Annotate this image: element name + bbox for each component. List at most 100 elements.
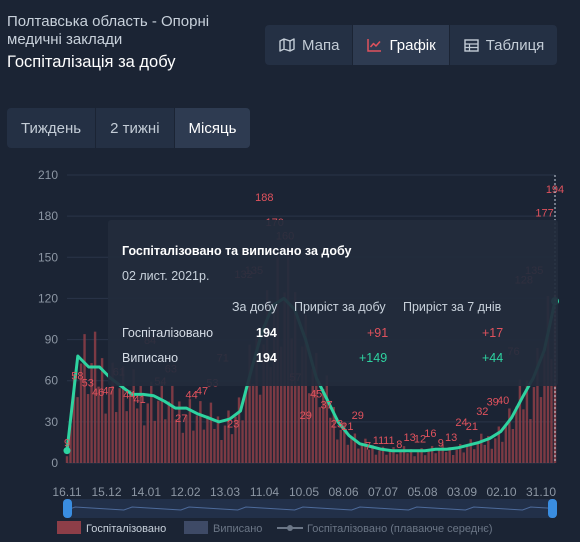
tooltip-row-growth-day: +91 xyxy=(367,326,389,340)
bar-hospitalized xyxy=(343,422,346,463)
bar-hospitalized xyxy=(86,394,90,463)
bar-hospitalized xyxy=(525,380,529,463)
period-two-weeks-button[interactable]: 2 тижні xyxy=(96,108,175,148)
data-label: 188 xyxy=(255,192,273,204)
bar-hospitalized xyxy=(136,408,139,463)
bar-hospitalized xyxy=(325,375,328,463)
bar-hospitalized xyxy=(501,441,504,463)
tooltip-header-growth-day: Приріст за добу xyxy=(294,300,386,314)
bar-hospitalized xyxy=(364,438,367,463)
bar-hospitalized xyxy=(111,362,114,463)
range-handle-left[interactable] xyxy=(63,499,72,518)
tab-table-label: Таблиця xyxy=(485,36,545,54)
bar-hospitalized xyxy=(350,438,353,463)
data-label: 44 xyxy=(123,390,135,402)
data-label: 41 xyxy=(134,394,146,406)
bar-hospitalized xyxy=(423,455,427,463)
legend-label[interactable]: Виписано xyxy=(213,523,262,535)
legend-label[interactable]: Госпіталізовано xyxy=(86,523,166,535)
bar-hospitalized xyxy=(262,344,265,463)
data-label: 21 xyxy=(466,421,478,433)
data-label: 29 xyxy=(300,410,312,422)
bar-hospitalized xyxy=(315,352,318,463)
bar-hospitalized xyxy=(504,426,508,463)
bar-hospitalized xyxy=(339,429,343,463)
data-label: 7 xyxy=(365,440,371,452)
bar-hospitalized xyxy=(241,420,244,463)
y-tick-label: 60 xyxy=(45,374,59,388)
bar-hospitalized xyxy=(550,358,553,463)
bar-hospitalized xyxy=(511,429,515,463)
data-label: 12 xyxy=(414,434,426,446)
period-switcher: Тиждень 2 тижні Місяць xyxy=(7,108,251,148)
bar-hospitalized xyxy=(128,390,132,463)
x-tick-label: 12.02 xyxy=(170,485,200,499)
range-handle-right[interactable] xyxy=(548,499,557,518)
bar-hospitalized xyxy=(318,407,321,463)
bar-hospitalized xyxy=(220,440,223,463)
bar-hospitalized xyxy=(409,449,413,463)
bar-hospitalized xyxy=(515,406,518,463)
bar-hospitalized xyxy=(378,450,381,463)
tab-map[interactable]: Мапа xyxy=(265,25,354,65)
bar-hospitalized xyxy=(536,347,539,463)
data-label: 44 xyxy=(185,390,197,402)
bar-hospitalized xyxy=(107,387,111,463)
bar-hospitalized xyxy=(480,433,483,463)
period-month-button[interactable]: Місяць xyxy=(174,108,251,148)
tooltip-title: Госпіталізовано та виписано за добу xyxy=(122,244,352,258)
x-tick-label: 31.10 xyxy=(526,485,556,499)
bar-hospitalized xyxy=(543,353,546,463)
bar-hospitalized xyxy=(227,410,230,463)
legend-label[interactable]: Госпіталізовано (плаваюче середнє) xyxy=(307,523,493,535)
bar-hospitalized xyxy=(381,446,385,463)
data-label: 13 xyxy=(404,432,416,444)
bar-hospitalized xyxy=(539,397,543,463)
bar-hospitalized xyxy=(279,346,283,463)
y-tick-label: 90 xyxy=(45,333,59,347)
bar-hospitalized xyxy=(132,369,135,463)
bar-hospitalized xyxy=(90,363,93,463)
bar-hospitalized xyxy=(476,441,479,463)
bar-hospitalized xyxy=(258,394,262,463)
bar-hospitalized xyxy=(83,334,86,463)
bar-hospitalized xyxy=(455,449,458,463)
legend-swatch-moving-average-dot xyxy=(287,525,293,531)
bar-hospitalized xyxy=(483,444,486,463)
x-tick-label: 03.09 xyxy=(447,485,477,499)
bar-hospitalized xyxy=(388,450,392,463)
period-week-button[interactable]: Тиждень xyxy=(7,108,97,148)
bar-hospitalized xyxy=(444,452,448,463)
data-label: 27 xyxy=(175,413,187,425)
bar-hospitalized xyxy=(451,454,455,463)
bar-hospitalized xyxy=(367,449,371,463)
bar-hospitalized xyxy=(518,379,522,463)
tooltip-row-day: 194 xyxy=(256,351,277,365)
bar-hospitalized xyxy=(301,346,304,463)
data-label: 40 xyxy=(497,395,509,407)
bar-hospitalized xyxy=(332,407,336,463)
x-tick-label: 13.03 xyxy=(210,485,240,499)
bar-hospitalized xyxy=(181,432,185,463)
tooltip-row-growth-day: +149 xyxy=(359,351,388,365)
bar-hospitalized xyxy=(462,452,465,463)
bar-hospitalized xyxy=(125,411,128,463)
bar-hospitalized xyxy=(434,453,437,463)
data-label: 194 xyxy=(546,184,564,196)
tab-table[interactable]: Таблиця xyxy=(450,25,558,65)
tooltip-row-label: Виписано xyxy=(122,351,179,365)
tab-chart-label: Графік xyxy=(389,36,436,54)
bar-hospitalized xyxy=(97,386,100,463)
y-tick-label: 150 xyxy=(38,250,58,264)
x-tick-label: 11.04 xyxy=(250,485,279,499)
bar-hospitalized xyxy=(157,400,160,463)
bar-hospitalized xyxy=(311,368,314,463)
tab-chart[interactable]: Графік xyxy=(353,25,450,65)
bar-hospitalized xyxy=(65,456,69,463)
bar-hospitalized xyxy=(76,397,79,463)
bar-hospitalized xyxy=(336,439,339,463)
range-navigator[interactable] xyxy=(67,499,555,518)
bar-hospitalized xyxy=(473,449,476,463)
map-icon xyxy=(279,38,295,52)
x-tick-label: 10.05 xyxy=(289,485,319,499)
